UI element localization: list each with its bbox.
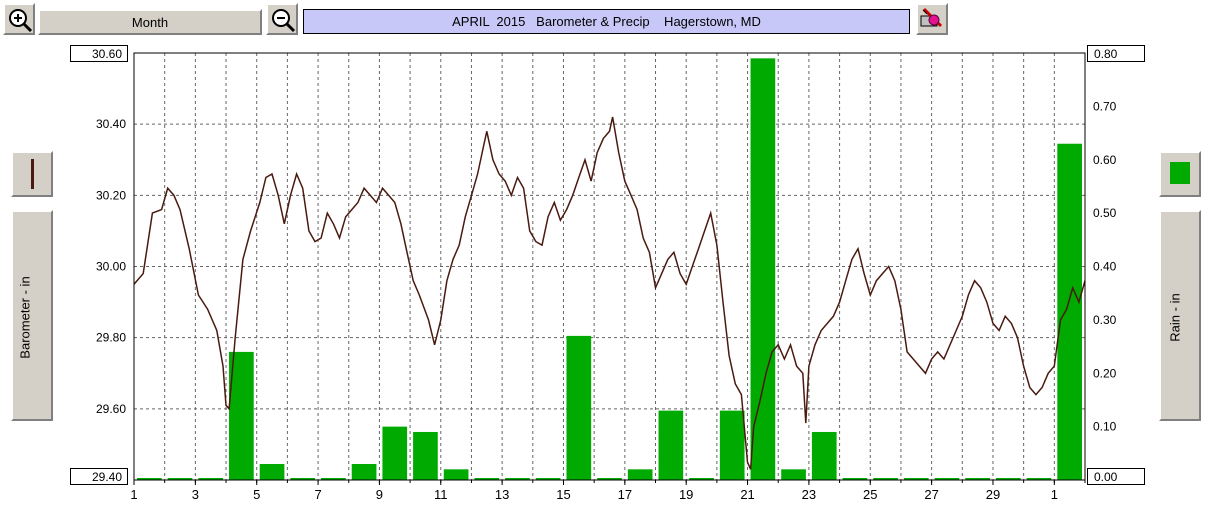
x-axis-tick-label: 5: [253, 487, 260, 502]
x-axis-tick-label: 25: [863, 487, 877, 502]
right-axis-top-label: 0.80: [1087, 45, 1145, 62]
right-axis-title: Rain - in: [1167, 293, 1183, 342]
print-button[interactable]: [916, 3, 948, 35]
left-axis-top-label: 30.60: [70, 45, 128, 62]
rain-bar: [811, 431, 837, 480]
right-axis-tick-label: 0.50: [1093, 206, 1117, 220]
chart-title: APRIL 2015 Barometer & Precip Hagerstown…: [303, 9, 910, 34]
x-axis-tick-label: 27: [924, 487, 938, 502]
chart-grid: 30.40 30.20 30.00 29.80 29.60 0.70 0.60 0.50 0.4…: [96, 53, 1117, 480]
barometer-legend-swatch: [31, 159, 34, 189]
barometer-legend-button[interactable]: [11, 151, 53, 197]
rain-legend-button[interactable]: [1159, 151, 1201, 197]
rain-bar: [750, 58, 776, 481]
x-axis-tick-label: 29: [986, 487, 1000, 502]
left-axis-tick-label: 30.40: [96, 117, 126, 131]
x-axis-tick-label: 13: [495, 487, 509, 502]
right-axis-label-panel[interactable]: Rain - in: [1159, 210, 1201, 421]
left-axis-tick-label: 30.20: [96, 188, 126, 202]
zoom-out-button[interactable]: [266, 3, 298, 35]
left-axis-label-panel[interactable]: Barometer - in: [11, 210, 53, 421]
right-axis-bottom-label: 0.00: [1087, 468, 1145, 485]
x-axis-tick-label: 21: [740, 487, 754, 502]
rain-bar: [413, 431, 438, 480]
barometer-line: [133, 116, 1086, 470]
period-month-button[interactable]: Month: [38, 9, 262, 35]
rain-legend-swatch: [1170, 162, 1190, 184]
left-axis-title: Barometer - in: [17, 276, 33, 359]
rain-bar: [566, 335, 592, 480]
printer-pen-icon: [920, 7, 943, 28]
right-axis-tick-label: 0.60: [1093, 153, 1117, 167]
rain-bar: [443, 469, 469, 480]
x-axis-ticks: 1 3 5 7 9 11 13 15 17 19 21 23 25 27 29 1: [130, 480, 1086, 502]
x-axis-tick-label: 7: [314, 487, 321, 502]
x-axis-tick-label: 9: [376, 487, 383, 502]
x-axis-tick-label: 3: [192, 487, 199, 502]
magnifier-plus-icon: [9, 9, 33, 33]
x-axis-tick-label: 19: [679, 487, 693, 502]
zoom-in-button[interactable]: [3, 3, 35, 35]
x-axis-tick-label: 15: [556, 487, 570, 502]
x-axis-tick-label: 17: [618, 487, 632, 502]
rain-bar: [351, 463, 377, 480]
x-axis-tick-label: 23: [802, 487, 816, 502]
plot-frame: [133, 52, 1086, 481]
right-axis-tick-label: 0.10: [1093, 420, 1117, 434]
left-axis-tick-label: 30.00: [96, 260, 126, 274]
right-axis-tick-label: 0.70: [1093, 99, 1117, 113]
rain-bar: [229, 351, 254, 480]
left-axis-bottom-label: 29.40: [70, 468, 128, 485]
rain-bar: [382, 426, 408, 480]
right-axis-tick-label: 0.20: [1093, 366, 1117, 380]
rain-bar: [719, 410, 745, 480]
x-axis-tick-label: 11: [434, 487, 448, 502]
rain-bar: [658, 410, 684, 480]
right-axis-tick-label: 0.40: [1093, 260, 1117, 274]
rain-bar: [1057, 143, 1082, 481]
rain-bar: [781, 469, 806, 480]
x-axis-tick-label: 1: [130, 487, 137, 502]
rain-bar: [627, 469, 653, 480]
magnifier-minus-icon: [272, 9, 296, 33]
rain-bar: [259, 463, 285, 480]
right-axis-tick-label: 0.30: [1093, 313, 1117, 327]
rain-bars: [137, 58, 1082, 481]
left-axis-tick-label: 29.60: [96, 402, 126, 416]
x-axis-tick-label: 1: [1051, 487, 1058, 502]
left-axis-tick-label: 29.80: [96, 331, 126, 345]
